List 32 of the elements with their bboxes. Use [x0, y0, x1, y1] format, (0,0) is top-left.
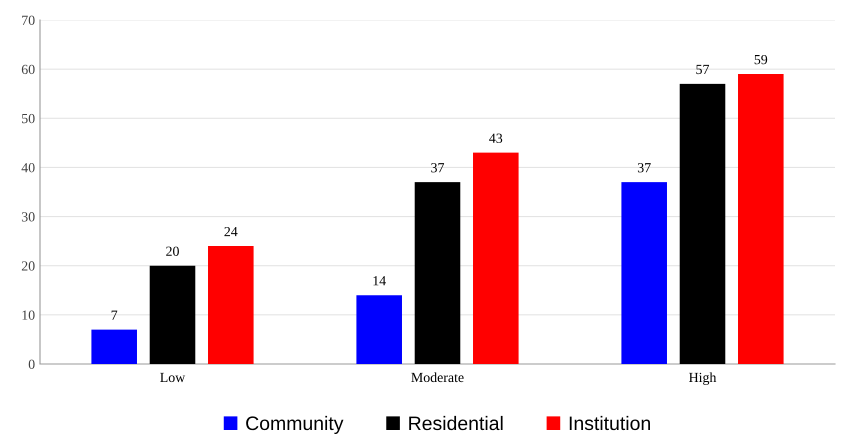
x-tick-label: Moderate — [411, 372, 464, 382]
bar — [621, 182, 667, 364]
bar — [356, 295, 402, 364]
data-label: 59 — [754, 54, 768, 64]
bar — [414, 182, 460, 364]
data-label: 57 — [696, 64, 710, 74]
legend-label: Community — [246, 416, 344, 434]
data-label: 37 — [638, 163, 651, 172]
data-label: 37 — [431, 163, 444, 172]
data-label: 20 — [166, 246, 179, 256]
y-tick-label: 60 — [22, 64, 35, 74]
y-tick-label: 70 — [22, 16, 35, 25]
legend-label: Institution — [570, 416, 650, 430]
x-tick-label: High — [689, 372, 716, 385]
legend-label: Residential — [409, 416, 503, 430]
data-label: 7 — [112, 310, 118, 320]
x-tick-label: Low — [160, 372, 186, 382]
data-label: 14 — [373, 276, 386, 286]
y-tick-label: 0 — [28, 360, 35, 369]
y-tick-label: 40 — [22, 163, 35, 172]
bar — [680, 84, 726, 364]
y-tick-label: 30 — [22, 212, 35, 222]
bar — [473, 152, 519, 364]
data-label: 24 — [224, 226, 238, 236]
y-tick-label: 50 — [22, 114, 35, 124]
bar — [91, 330, 137, 364]
bar — [208, 246, 254, 364]
y-tick-label: 10 — [22, 310, 35, 320]
data-label: 43 — [489, 134, 502, 143]
bar — [738, 74, 784, 364]
bar — [150, 266, 196, 364]
y-tick-label: 20 — [22, 261, 35, 271]
